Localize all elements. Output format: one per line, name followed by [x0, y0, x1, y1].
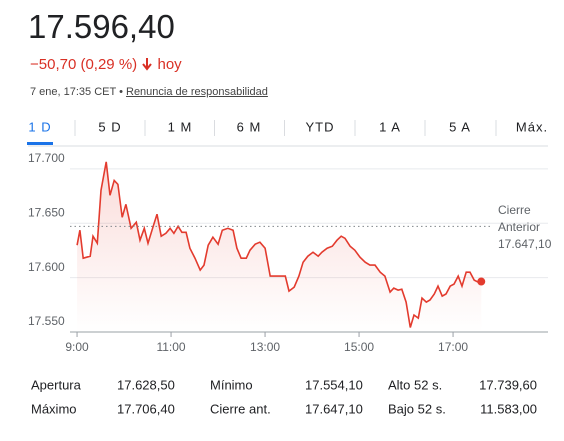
y-tick-label: 17.700	[28, 151, 65, 165]
stat-label: Máximo	[31, 401, 77, 416]
stat-label: Apertura	[31, 377, 82, 392]
period: hoy	[157, 56, 182, 73]
x-tick-label: 9:00	[65, 340, 89, 354]
stat-value: 17.554,10	[305, 377, 363, 392]
stat-value: 17.647,10	[305, 401, 363, 416]
price-line	[76, 161, 482, 328]
y-tick-label: 17.550	[28, 314, 65, 328]
stat-label: Mínimo	[210, 377, 253, 392]
x-tick-label: 15:00	[344, 340, 374, 354]
range-tab[interactable]: YTD	[306, 119, 335, 134]
current-dot	[477, 277, 486, 286]
x-tick-label: 17:00	[438, 340, 468, 354]
previous-close-value: 17.647,10	[498, 237, 552, 251]
stat-value: 17.628,50	[117, 377, 175, 392]
y-tick-label: 17.600	[28, 260, 65, 274]
stat-label: Cierre ant.	[210, 401, 271, 416]
timestamp: 7 ene, 17:35 CET	[30, 86, 117, 98]
area-fill	[77, 161, 482, 332]
range-tab[interactable]: 5 A	[449, 119, 471, 134]
tab-underline	[27, 142, 53, 145]
range-tab[interactable]: 6 M	[237, 119, 262, 134]
range-tab[interactable]: 1 D	[28, 119, 51, 134]
down-arrow	[142, 58, 153, 71]
disclaimer-link[interactable]: Renuncia de responsabilidad	[126, 86, 268, 98]
timestamp-row: 7 ene, 17:35 CET • Renuncia de responsab…	[30, 86, 268, 98]
stat-label: Alto 52 s.	[388, 377, 442, 392]
stat-label: Bajo 52 s.	[388, 401, 446, 416]
x-tick-label: 11:00	[156, 340, 185, 354]
range-tab[interactable]: 1 M	[168, 119, 193, 134]
range-tab[interactable]: 5 D	[98, 119, 121, 134]
y-tick-label: 17.650	[28, 205, 65, 219]
stat-value: 11.583,00	[480, 401, 537, 416]
range-tab[interactable]: Máx.	[516, 119, 548, 134]
stat-value: 17.739,60	[479, 377, 537, 392]
x-tick-label: 13:00	[250, 340, 280, 354]
stat-value: 17.706,40	[117, 401, 175, 416]
price: 17.596,40	[28, 8, 175, 45]
previous-close-label: Anterior	[498, 220, 540, 234]
change: −50,70 (0,29 %)	[30, 56, 138, 73]
change-row: −50,70 (0,29 %) hoy	[30, 55, 182, 73]
range-tab[interactable]: 1 A	[379, 119, 401, 134]
previous-close-label: Cierre	[498, 203, 531, 217]
